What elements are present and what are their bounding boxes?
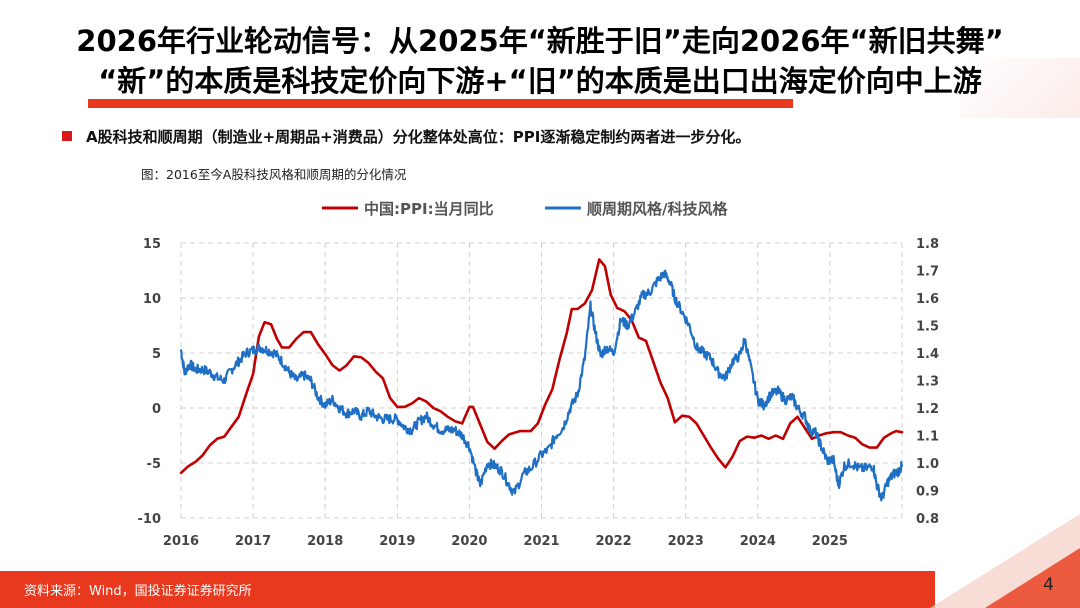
figure-caption: 图：2016至今A股科技风格和顺周期的分化情况 [141, 167, 407, 182]
x-axis-tick-label: 2025 [812, 534, 848, 549]
right-axis-tick-label: 1.4 [916, 347, 939, 362]
slide-title-line-1: 2026年行业轮动信号：从2025年“新胜于旧”走向2026年“新旧共舞” [76, 24, 1004, 58]
legend-label: 中国:PPI:当月同比 [364, 200, 494, 218]
left-axis-tick-label: -10 [138, 512, 162, 527]
slide-title-line-2: “新”的本质是科技定价向下游+“旧”的本质是出口出海定价向中上游 [98, 64, 982, 98]
bullet-square-icon [62, 131, 72, 141]
x-axis-tick-label: 2020 [451, 534, 487, 549]
ratio-series-line [179, 269, 904, 502]
x-axis-tick-label: 2016 [163, 534, 199, 549]
key-point: A股科技和顺周期（制造业+周期品+消费品）分化整体处高位：PPI逐渐稳定制约两者… [62, 126, 750, 146]
right-axis-tick-label: 1.1 [916, 430, 939, 445]
legend-label: 顺周期风格/科技风格 [587, 200, 728, 218]
ppi-series-line [179, 258, 904, 475]
right-axis-tick-label: 1.2 [916, 402, 939, 417]
x-axis-tick-label: 2017 [235, 534, 271, 549]
chart-legend: 中国:PPI:当月同比 顺周期风格/科技风格 [322, 200, 728, 218]
footer-corner-decoration [930, 514, 1080, 608]
header-corner-decoration [960, 58, 1080, 118]
right-axis-tick-label: 1.8 [916, 237, 939, 252]
right-axis-tick-label: 1.5 [916, 320, 939, 335]
right-axis-tick-label: 1.6 [916, 292, 939, 307]
x-axis-tick-label: 2018 [307, 534, 343, 549]
data-source-note: 资料来源：Wind，国投证券证券研究所 [24, 584, 252, 599]
page-number: 4 [1043, 575, 1054, 595]
x-axis-tick-label: 2022 [596, 534, 632, 549]
x-axis-tick-label: 2021 [523, 534, 559, 549]
left-axis-tick-label: 10 [143, 292, 161, 307]
chart-series [179, 258, 904, 502]
title-underline-bar [88, 99, 793, 108]
left-axis-tick-label: 5 [152, 347, 161, 362]
x-axis-tick-label: 2024 [740, 534, 776, 549]
left-axis-tick-label: 0 [152, 402, 161, 417]
right-axis-tick-label: 1.0 [916, 457, 939, 472]
right-axis-tick-label: 0.8 [916, 512, 939, 527]
x-axis-tick-label: 2023 [668, 534, 704, 549]
key-point-text: A股科技和顺周期（制造业+周期品+消费品）分化整体处高位：PPI逐渐稳定制约两者… [86, 127, 751, 146]
chart-gridlines [180, 242, 903, 519]
x-axis-tick-label: 2019 [379, 534, 415, 549]
footer-band [0, 571, 1080, 608]
right-axis-tick-label: 0.9 [916, 485, 939, 500]
left-axis-tick-label: 15 [143, 237, 161, 252]
left-axis-tick-label: -5 [147, 457, 161, 472]
right-axis-tick-label: 1.7 [916, 265, 939, 280]
right-axis-tick-label: 1.3 [916, 375, 939, 390]
